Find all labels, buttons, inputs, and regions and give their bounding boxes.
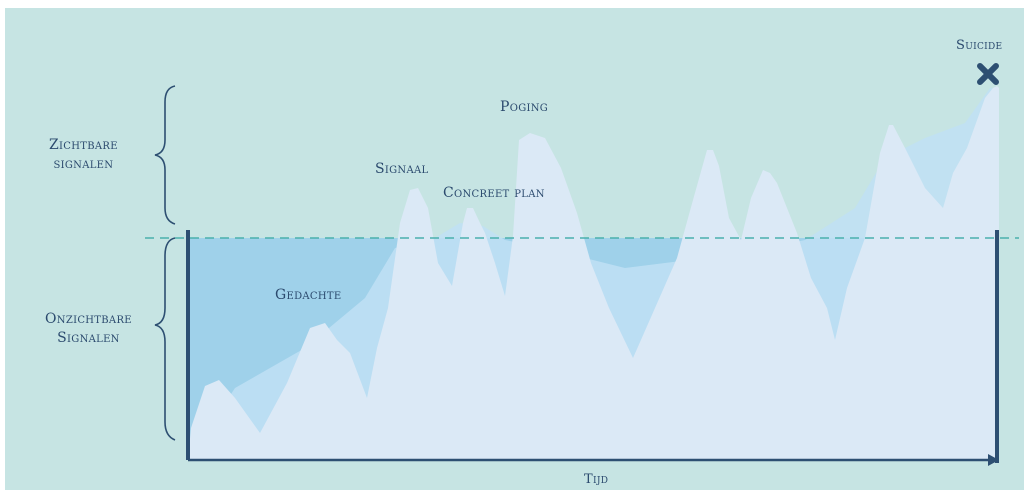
invisible-signals-label-line2: Signalen <box>57 330 120 346</box>
x-mark-icon <box>977 63 999 85</box>
thought-label: Gedachte <box>275 287 342 303</box>
attempt-label: Poging <box>500 99 549 115</box>
signal-label: Signaal <box>375 161 429 177</box>
time-axis-label: Tijd <box>584 472 609 487</box>
visible-signals-brace <box>154 85 176 225</box>
invisible-signals-brace <box>154 237 176 441</box>
diagram-canvas: Zichtbare signalen Onzichtbare Signalen … <box>5 8 1024 490</box>
invisible-signals-label-line1: Onzichtbare <box>45 311 132 327</box>
iceberg-diagram <box>145 63 1019 466</box>
visible-signals-label-line2: signalen <box>53 156 114 172</box>
visible-signals-label: Zichtbare signalen <box>49 136 118 174</box>
suicide-label: Suicide <box>956 38 1003 53</box>
time-axis-arrowhead <box>988 454 999 466</box>
visible-signals-label-line1: Zichtbare <box>49 137 118 153</box>
concrete-plan-label: Concreet plan <box>443 185 545 201</box>
invisible-signals-label: Onzichtbare Signalen <box>45 310 132 348</box>
foreground-mountains <box>188 86 999 460</box>
